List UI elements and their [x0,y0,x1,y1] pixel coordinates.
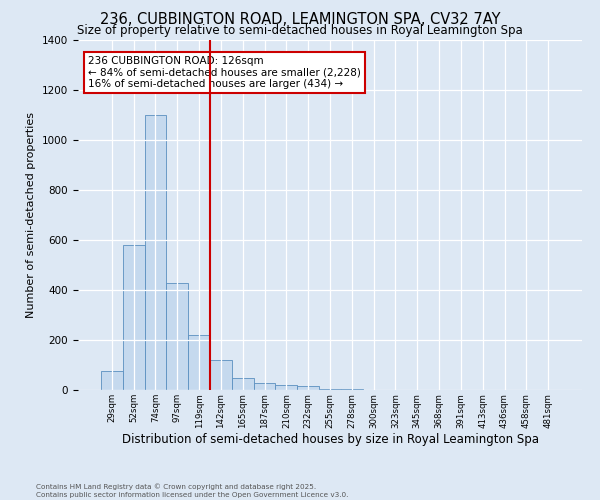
Y-axis label: Number of semi-detached properties: Number of semi-detached properties [26,112,37,318]
Bar [341,389,363,390]
Bar [319,389,341,390]
Bar [188,335,210,390]
Bar [297,386,319,390]
Bar [210,360,232,390]
Bar [123,245,145,390]
Bar [101,371,123,390]
Bar [166,282,188,390]
Bar [275,385,297,390]
Bar [254,382,275,390]
Bar [232,378,254,390]
Text: Contains HM Land Registry data © Crown copyright and database right 2025.
Contai: Contains HM Land Registry data © Crown c… [36,484,349,498]
X-axis label: Distribution of semi-detached houses by size in Royal Leamington Spa: Distribution of semi-detached houses by … [121,433,539,446]
Text: 236 CUBBINGTON ROAD: 126sqm
← 84% of semi-detached houses are smaller (2,228)
16: 236 CUBBINGTON ROAD: 126sqm ← 84% of sem… [88,56,361,89]
Text: 236, CUBBINGTON ROAD, LEAMINGTON SPA, CV32 7AY: 236, CUBBINGTON ROAD, LEAMINGTON SPA, CV… [100,12,500,28]
Bar [145,115,166,390]
Text: Size of property relative to semi-detached houses in Royal Leamington Spa: Size of property relative to semi-detach… [77,24,523,37]
